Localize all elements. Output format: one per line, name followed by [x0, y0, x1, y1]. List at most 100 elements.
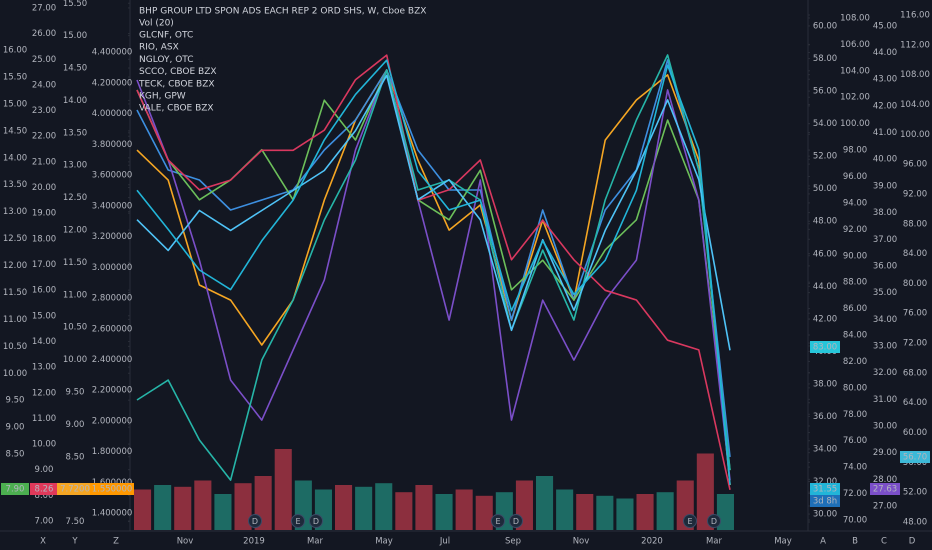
- y-tick-label: 92.00: [903, 189, 927, 199]
- y-tick-label: 27.00: [32, 3, 56, 13]
- y-tick-label: 14.00: [63, 96, 87, 106]
- price-tag: 56.70: [903, 453, 927, 463]
- event-marker: E: [291, 514, 305, 528]
- y-tick-label: 22.00: [32, 132, 56, 142]
- legend-entry: NGLOY, OTC: [139, 55, 194, 65]
- y-tick-label: 72.00: [843, 489, 867, 499]
- x-tick-label: May: [375, 537, 393, 547]
- y-tick-label: 36.00: [813, 412, 837, 422]
- y-tick-label: 10.50: [3, 342, 27, 352]
- price-tag-bg: [900, 451, 930, 463]
- y-tick-label: 17.00: [32, 260, 56, 270]
- y-tick-label: 70.00: [843, 515, 867, 525]
- y-tick-label: 94.00: [843, 198, 867, 208]
- volume-bar: [375, 483, 393, 530]
- y-tick-label: 23.00: [32, 106, 56, 116]
- event-marker: D: [707, 514, 721, 528]
- axis-letter: X: [40, 537, 46, 547]
- x-tick-label: Jul: [439, 537, 450, 547]
- y-tick-label: 15.50: [63, 0, 87, 9]
- volume-bar: [696, 453, 714, 530]
- y-tick-label: 21.00: [32, 157, 56, 167]
- y-tick-label: 33.00: [873, 341, 897, 351]
- y-tick-label: 13.00: [63, 161, 87, 171]
- y-tick-label: 14.00: [3, 153, 27, 163]
- event-label: D: [711, 517, 717, 526]
- price-tag-bg: [1, 483, 29, 495]
- series-line: [136, 59, 731, 485]
- y-tick-label: 15.00: [3, 99, 27, 109]
- event-marker: D: [509, 514, 523, 528]
- y-tick-label: 80.00: [903, 279, 927, 289]
- y-tick-label: 39.00: [873, 181, 897, 191]
- y-tick-label: 10.50: [63, 323, 87, 333]
- volume-bar: [335, 485, 353, 530]
- volume-bar: [355, 486, 373, 530]
- event-circle: [509, 514, 523, 528]
- price-tag: 27.63: [873, 485, 897, 495]
- axis-letter: Z: [113, 537, 119, 547]
- legend-entry: SCCO, CBOE BZX: [139, 67, 217, 77]
- y-tick-label: 108.00: [840, 13, 870, 23]
- y-tick-label: 88.00: [903, 219, 927, 229]
- event-circle: [683, 514, 697, 528]
- y-tick-label: 116.00: [900, 10, 930, 20]
- y-tick-label: 41.00: [873, 128, 897, 138]
- y-tick-label: 16.00: [32, 286, 56, 296]
- event-circle: [309, 514, 323, 528]
- volume-bar: [455, 489, 473, 530]
- y-tick-label: 11.00: [3, 315, 27, 325]
- volume-bar: [616, 498, 634, 530]
- y-tick-label: 7.00: [35, 517, 54, 527]
- y-tick-label: 4.400000: [92, 48, 133, 58]
- y-tick-label: 52.00: [903, 488, 927, 498]
- volume-bar: [475, 495, 493, 530]
- volume-bar: [435, 494, 453, 530]
- y-tick-label: 12.50: [63, 193, 87, 203]
- y-tick-label: 86.00: [843, 304, 867, 314]
- event-circle: [291, 514, 305, 528]
- y-tick-label: 20.00: [32, 183, 56, 193]
- y-tick-label: 10.00: [3, 369, 27, 379]
- y-tick-label: 54.00: [813, 119, 837, 129]
- y-tick-label: 1.600000: [92, 478, 133, 488]
- axis-letter: D: [909, 537, 916, 547]
- y-tick-label: 11.50: [63, 258, 87, 268]
- y-tick-label: 104.00: [900, 100, 930, 110]
- price-tag-bg: [30, 483, 58, 495]
- y-tick-label: 50.00: [813, 184, 837, 194]
- legend-title: BHP GROUP LTD SPON ADS EACH REP 2 ORD SH…: [139, 7, 426, 17]
- y-tick-label: 92.00: [843, 225, 867, 235]
- y-tick-label: 44.00: [873, 48, 897, 58]
- volume-bar: [214, 494, 232, 530]
- y-tick-label: 14.50: [3, 126, 27, 136]
- event-circle: [248, 514, 262, 528]
- price-tag: 8.26: [35, 485, 54, 495]
- y-tick-label: 2.400000: [92, 355, 133, 365]
- x-tick-label: Nov: [177, 537, 194, 547]
- legend-entry: GLCNF, OTC: [139, 31, 193, 41]
- y-tick-label: 12.00: [32, 388, 56, 398]
- y-tick-label: 16.00: [3, 46, 27, 56]
- x-tick-label: Mar: [706, 537, 723, 547]
- y-tick-label: 13.00: [3, 207, 27, 217]
- y-tick-label: 19.00: [32, 209, 56, 219]
- y-tick-label: 2.600000: [92, 324, 133, 334]
- series-line: [136, 59, 731, 458]
- y-tick-label: 12.00: [63, 226, 87, 236]
- y-tick-label: 80.00: [843, 383, 867, 393]
- y-tick-label: 8.50: [66, 452, 85, 462]
- event-label: E: [495, 517, 500, 526]
- y-tick-label: 42.00: [813, 314, 837, 324]
- volume-bar: [415, 485, 433, 530]
- y-tick-label: 100.00: [840, 119, 870, 129]
- legend-entry: TECK, CBOE BZX: [138, 79, 215, 89]
- y-tick-label: 74.00: [843, 463, 867, 473]
- volume-bar: [716, 494, 734, 530]
- y-tick-label: 1.400000: [92, 509, 133, 519]
- y-tick-label: 64.00: [903, 398, 927, 408]
- y-tick-label: 76.00: [843, 436, 867, 446]
- y-tick-label: 12.50: [3, 234, 27, 244]
- y-tick-label: 11.00: [63, 290, 87, 300]
- volume-bar: [194, 480, 212, 530]
